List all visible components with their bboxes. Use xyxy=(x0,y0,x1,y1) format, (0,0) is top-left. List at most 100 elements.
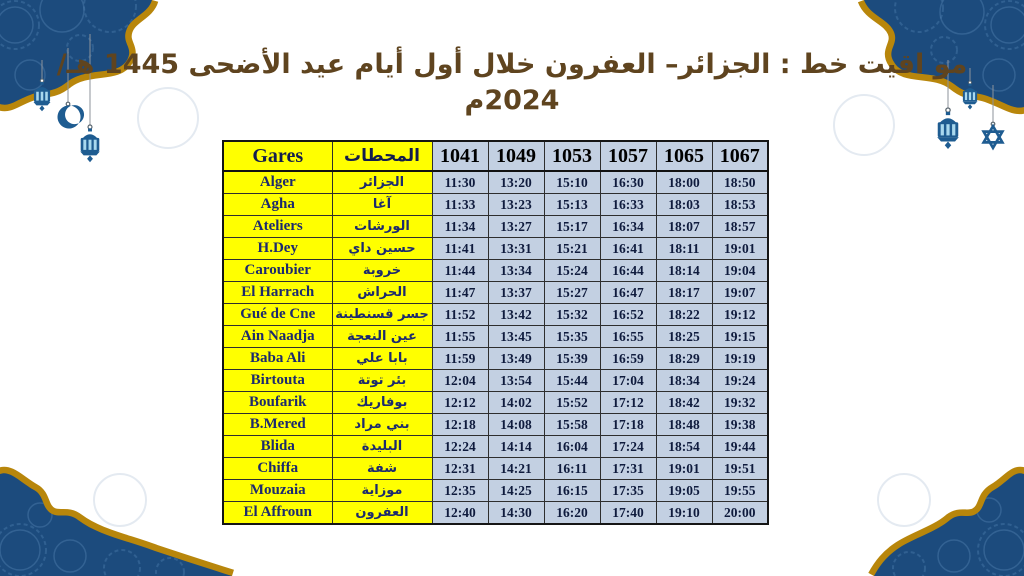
time-cell: 18:07 xyxy=(655,215,713,238)
time-cell: 13:27 xyxy=(487,215,545,238)
time-cell: 18:03 xyxy=(655,193,713,216)
station-name-ar-cell: جسر قسنطينة xyxy=(331,303,433,326)
time-cell: 19:19 xyxy=(711,347,769,370)
time-cell: 16:52 xyxy=(599,303,657,326)
time-cell: 16:59 xyxy=(599,347,657,370)
station-name-cell: Mouzaia xyxy=(222,479,333,502)
table-row: Gué de Cne جسر قسنطينة 11:52 13:42 15:32 16:5… xyxy=(222,303,769,326)
time-cell: 19:38 xyxy=(711,413,769,436)
station-name-ar-cell: شفة xyxy=(331,457,433,480)
station-name-ar-cell: موزاية xyxy=(331,479,433,502)
table-row: Baba Ali بابا علي 11:59 13:49 15:39 16:59 18:2… xyxy=(222,347,769,370)
station-name-ar-cell: بني مراد xyxy=(331,413,433,436)
time-cell: 11:55 xyxy=(431,325,489,348)
time-cell: 19:15 xyxy=(711,325,769,348)
time-cell: 15:39 xyxy=(543,347,601,370)
time-cell: 19:12 xyxy=(711,303,769,326)
station-name-ar-cell: البليدة xyxy=(331,435,433,458)
time-cell: 11:52 xyxy=(431,303,489,326)
time-cell: 19:55 xyxy=(711,479,769,502)
time-cell: 15:44 xyxy=(543,369,601,392)
time-cell: 15:27 xyxy=(543,281,601,304)
header-row: Gares المحطات 1041 1049 1053 1057 1065 1067 xyxy=(222,140,769,172)
table-row: Ateliers الورشات 11:34 13:27 15:17 16:34 18:07… xyxy=(222,215,769,238)
station-name-ar-cell: الحراش xyxy=(331,281,433,304)
time-cell: 14:25 xyxy=(487,479,545,502)
time-cell: 11:47 xyxy=(431,281,489,304)
time-cell: 15:58 xyxy=(543,413,601,436)
corner-ornament-bottom-left xyxy=(0,466,234,576)
time-cell: 16:20 xyxy=(543,501,601,525)
time-cell: 18:14 xyxy=(655,259,713,282)
station-name-cell: El Harrach xyxy=(222,281,333,304)
col-header-train: 1067 xyxy=(711,140,769,172)
station-name-cell: Agha xyxy=(222,193,333,216)
station-name-cell: Baba Ali xyxy=(222,347,333,370)
time-cell: 15:21 xyxy=(543,237,601,260)
time-cell: 17:40 xyxy=(599,501,657,525)
time-cell: 18:50 xyxy=(711,170,769,194)
station-name-cell: Caroubier xyxy=(222,259,333,282)
lantern-icon xyxy=(79,124,101,163)
table-row: Ain Naadja عين النعجة 11:55 13:45 15:35 16:55… xyxy=(222,325,769,348)
time-cell: 11:59 xyxy=(431,347,489,370)
time-cell: 11:33 xyxy=(431,193,489,216)
col-header-gares: Gares xyxy=(222,140,333,172)
time-cell: 16:44 xyxy=(599,259,657,282)
station-name-cell: Alger xyxy=(222,170,333,194)
station-name-ar-cell: بوفاريك xyxy=(331,391,433,414)
page-title: مو اقيت خط : الجزائر– العفرون خلال أول أ… xyxy=(56,49,968,117)
time-cell: 15:35 xyxy=(543,325,601,348)
col-header-train: 1057 xyxy=(599,140,657,172)
station-name-ar-cell: بئر توتة xyxy=(331,369,433,392)
station-name-cell: Gué de Cne xyxy=(222,303,333,326)
table-row: Caroubier خروبة 11:44 13:34 15:24 16:44 18:14 1… xyxy=(222,259,769,282)
station-name-cell: Ain Naadja xyxy=(222,325,333,348)
station-name-ar-cell: عين النعجة xyxy=(331,325,433,348)
time-cell: 16:11 xyxy=(543,457,601,480)
time-cell: 15:10 xyxy=(543,170,601,194)
table-row: H.Dey حسين داي 11:41 13:31 15:21 16:41 18:11 19… xyxy=(222,237,769,260)
time-cell: 16:34 xyxy=(599,215,657,238)
time-cell: 13:42 xyxy=(487,303,545,326)
time-cell: 13:23 xyxy=(487,193,545,216)
time-cell: 13:34 xyxy=(487,259,545,282)
time-cell: 19:24 xyxy=(711,369,769,392)
col-header-train: 1049 xyxy=(487,140,545,172)
time-cell: 17:35 xyxy=(599,479,657,502)
time-cell: 16:30 xyxy=(599,170,657,194)
time-cell: 17:24 xyxy=(599,435,657,458)
time-cell: 15:24 xyxy=(543,259,601,282)
table-row: Blida البليدة 12:24 14:14 16:04 17:24 18:54 19:… xyxy=(222,435,769,458)
time-cell: 18:57 xyxy=(711,215,769,238)
table-row: El Harrach الحراش 11:47 13:37 15:27 16:47 18:1… xyxy=(222,281,769,304)
time-cell: 19:01 xyxy=(711,237,769,260)
time-cell: 19:44 xyxy=(711,435,769,458)
time-cell: 13:54 xyxy=(487,369,545,392)
station-name-cell: Blida xyxy=(222,435,333,458)
time-cell: 12:24 xyxy=(431,435,489,458)
time-cell: 19:01 xyxy=(655,457,713,480)
table-row: Agha آغا 11:33 13:23 15:13 16:33 18:03 18:53 xyxy=(222,193,769,216)
time-cell: 16:04 xyxy=(543,435,601,458)
table-row: Alger الجزائر 11:30 13:20 15:10 16:30 18:00 18:… xyxy=(222,170,769,194)
time-cell: 19:05 xyxy=(655,479,713,502)
time-cell: 17:18 xyxy=(599,413,657,436)
time-cell: 18:00 xyxy=(655,170,713,194)
time-cell: 16:55 xyxy=(599,325,657,348)
time-cell: 12:12 xyxy=(431,391,489,414)
time-cell: 12:04 xyxy=(431,369,489,392)
col-header-train: 1065 xyxy=(655,140,713,172)
time-cell: 11:34 xyxy=(431,215,489,238)
time-cell: 13:31 xyxy=(487,237,545,260)
time-cell: 18:25 xyxy=(655,325,713,348)
col-header-stations-ar: المحطات xyxy=(331,140,433,172)
time-cell: 17:04 xyxy=(599,369,657,392)
station-name-cell: Ateliers xyxy=(222,215,333,238)
station-name-ar-cell: العفرون xyxy=(331,501,433,525)
time-cell: 16:47 xyxy=(599,281,657,304)
time-cell: 12:40 xyxy=(431,501,489,525)
table-row: Birtouta بئر توتة 12:04 13:54 15:44 17:04 18:3… xyxy=(222,369,769,392)
time-cell: 16:15 xyxy=(543,479,601,502)
